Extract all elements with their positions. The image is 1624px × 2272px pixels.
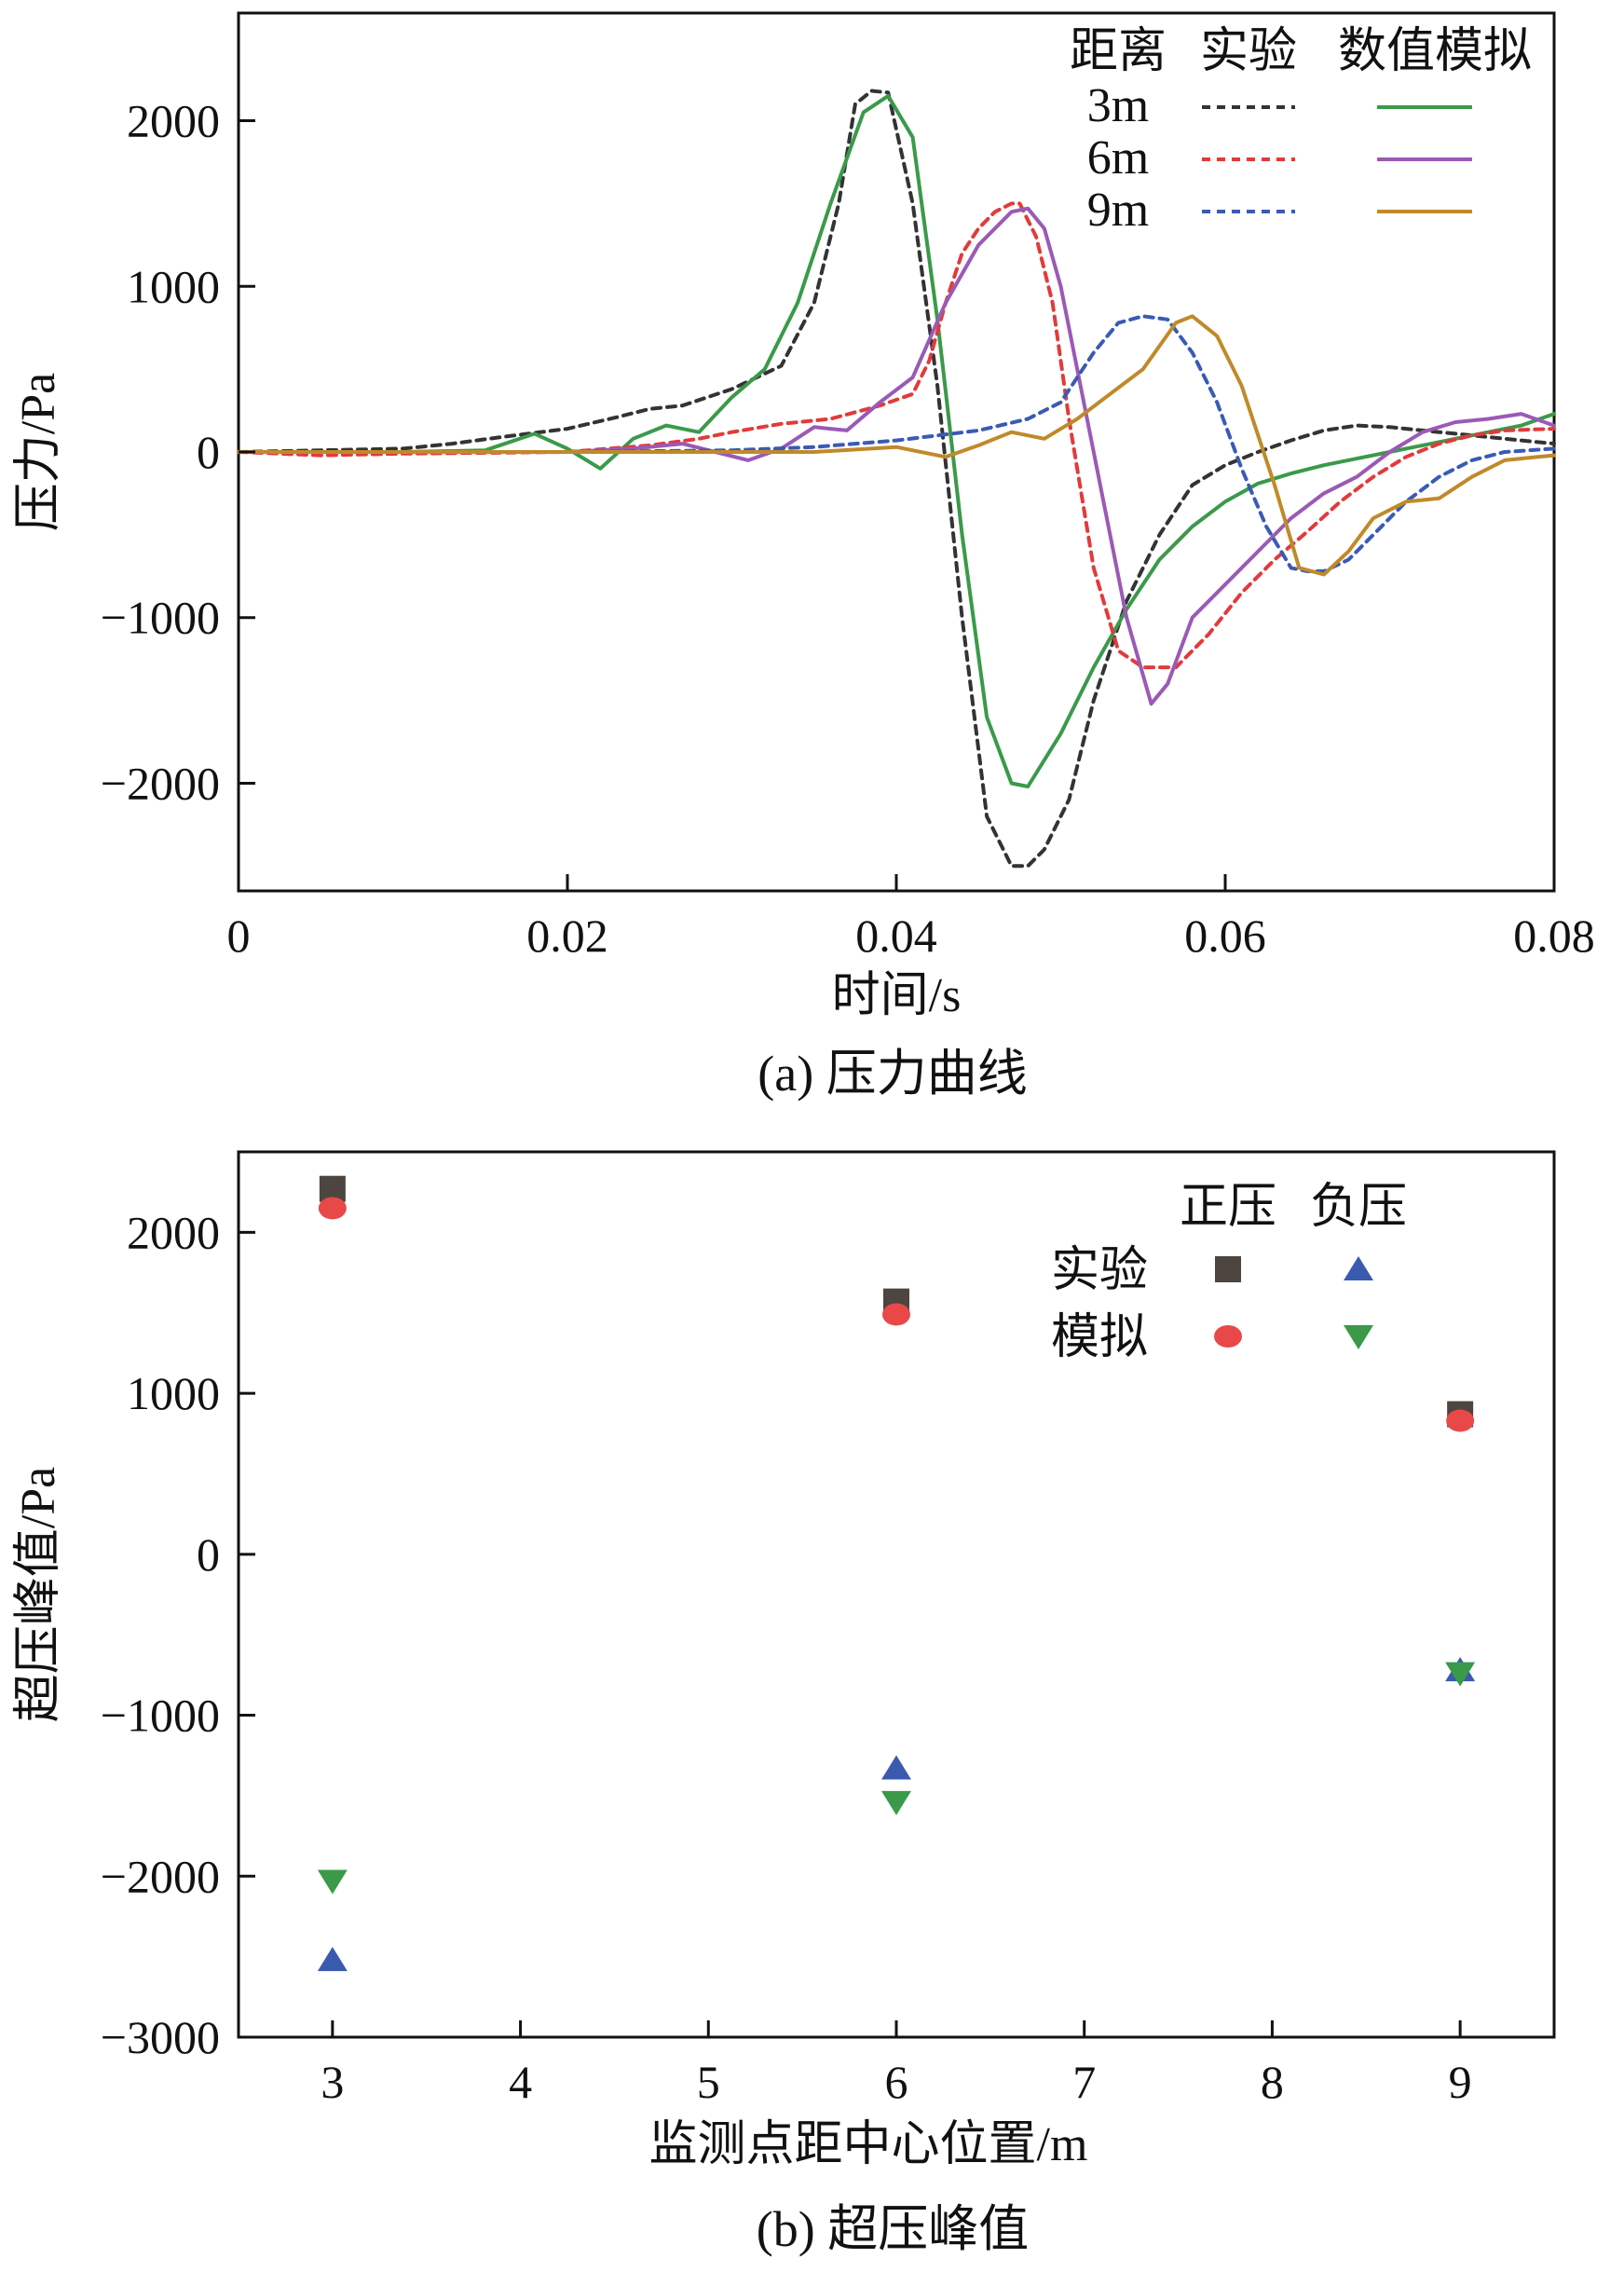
x-axis-label: 时间/s — [832, 969, 962, 1022]
y-tick-label: 2000 — [127, 95, 220, 147]
y-tick-label: 1000 — [127, 1367, 220, 1419]
y-tick-label: −2000 — [101, 757, 220, 809]
legend: 正压 负压 实验 模拟 — [1051, 1181, 1407, 1364]
x-tick-label: 0.02 — [526, 910, 608, 962]
series-line-9m-experiment — [237, 314, 1556, 573]
x-tick-label: 3 — [321, 2056, 344, 2108]
legend-marker-square — [1215, 1256, 1241, 1282]
legend-row-3m: 3m — [1087, 79, 1149, 132]
series-line-9m-simulation — [237, 314, 1556, 577]
legend-marker-triangle-up — [1344, 1256, 1373, 1280]
x-tick-label: 0.08 — [1513, 910, 1595, 962]
y-tick-label: −3000 — [101, 2011, 220, 2063]
y-ticks: 2000 1000 0 −1000 −2000 — [101, 95, 255, 809]
x-tick-label: 0 — [227, 910, 251, 962]
series-lines — [237, 89, 1556, 869]
x-tick-label: 5 — [697, 2056, 720, 2108]
chart-caption: (a) 压力曲线 — [757, 1046, 1027, 1102]
overpressure-peak-chart: 3 4 5 6 7 8 9 2000 1000 0 −1000 −2000 −3000 监测点距中心位… — [12, 1150, 1556, 2257]
point-triangle-up — [317, 1947, 348, 1972]
y-tick-label: 2000 — [127, 1206, 220, 1258]
legend: 距离 实验 数值模拟 3m 6m 9m — [1070, 25, 1532, 237]
series-line-3m-simulation — [237, 93, 1556, 788]
series-line-3m-experiment — [237, 89, 1556, 869]
point-triangle-down — [1445, 1662, 1476, 1687]
legend-row-simulation: 模拟 — [1051, 1311, 1148, 1364]
legend-swatches — [1202, 105, 1472, 213]
legend-row-9m: 9m — [1087, 184, 1149, 237]
y-axis-label: 压力/Pa — [12, 373, 65, 531]
legend-marker-circle — [1214, 1325, 1242, 1348]
legend-header-simulation: 数值模拟 — [1338, 25, 1532, 78]
plot-frame — [237, 1150, 1556, 2039]
point-circle — [1446, 1409, 1475, 1432]
scatter-points — [317, 1175, 1476, 1972]
x-axis-label: 监测点距中心位置/m — [649, 2118, 1088, 2171]
y-axis-label: 超压峰值/Pa — [12, 1467, 65, 1722]
x-tick-label: 0.04 — [855, 910, 937, 962]
x-ticks: 3 4 5 6 7 8 9 — [321, 2020, 1472, 2108]
series-line-6m-simulation — [237, 206, 1556, 706]
pressure-curve-chart: 0 0.02 0.04 0.06 0.08 2000 1000 0 −1000 −2000 时间… — [12, 11, 1595, 1102]
legend-header-experiment: 实验 — [1200, 25, 1297, 78]
x-tick-label: 9 — [1449, 2056, 1472, 2108]
point-triangle-down — [317, 1869, 348, 1895]
legend-row-experiment: 实验 — [1051, 1244, 1148, 1297]
series-line-6m-experiment — [237, 201, 1556, 670]
chart-caption: (b) 超压峰值 — [757, 2201, 1029, 2257]
point-triangle-up — [881, 1755, 911, 1780]
x-tick-label: 8 — [1261, 2056, 1284, 2108]
y-tick-label: −1000 — [101, 1690, 220, 1742]
x-tick-label: 6 — [885, 2056, 908, 2108]
legend-marker-triangle-down — [1344, 1325, 1373, 1349]
y-tick-label: 1000 — [127, 260, 220, 312]
legend-row-6m: 6m — [1087, 131, 1149, 185]
x-tick-label: 7 — [1072, 2056, 1096, 2108]
x-tick-label: 4 — [509, 2056, 532, 2108]
y-ticks: 2000 1000 0 −1000 −2000 −3000 — [101, 1206, 255, 2063]
point-triangle-down — [881, 1790, 911, 1815]
point-circle — [318, 1197, 347, 1220]
legend-header-negative: 负压 — [1310, 1181, 1407, 1234]
legend-header-distance: 距离 — [1070, 25, 1167, 78]
x-ticks: 0 0.02 0.04 0.06 0.08 — [227, 874, 1595, 962]
y-tick-label: −2000 — [101, 1850, 220, 1902]
legend-markers — [1214, 1256, 1373, 1349]
legend-header-positive: 正压 — [1180, 1181, 1276, 1234]
x-tick-label: 0.06 — [1184, 910, 1266, 962]
y-tick-label: 0 — [197, 1528, 220, 1581]
point-circle — [882, 1303, 910, 1326]
y-tick-label: 0 — [197, 426, 220, 478]
y-tick-label: −1000 — [101, 592, 220, 644]
